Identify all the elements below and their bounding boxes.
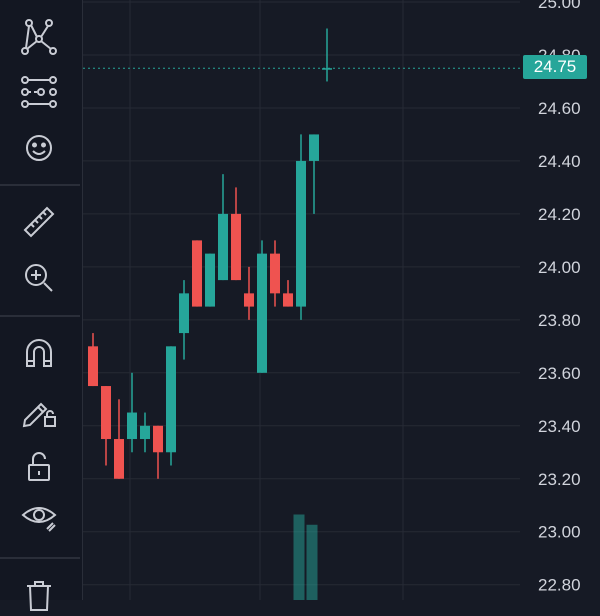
forecast-tool-icon[interactable] (17, 70, 61, 114)
price-tick-label: 25.00 (538, 0, 581, 12)
candle (283, 280, 293, 307)
candle (192, 240, 202, 307)
candle (218, 174, 228, 281)
candle-body (296, 160, 306, 307)
candle (114, 399, 124, 479)
candle-body (218, 213, 228, 281)
candle-body (166, 346, 176, 453)
candle-body (114, 439, 124, 479)
candle-body (101, 386, 111, 440)
drawing-toolbar (0, 0, 83, 611)
candle-body (322, 68, 332, 70)
candle (166, 346, 176, 466)
price-tick-label: 22.80 (538, 576, 581, 595)
candle (322, 28, 332, 82)
candle-body (192, 240, 202, 307)
price-tick-label: 23.00 (538, 523, 581, 542)
candle (140, 412, 150, 453)
volume-bar (293, 514, 305, 600)
candle-body (283, 293, 293, 307)
candle (244, 266, 254, 320)
toolbar-divider (0, 557, 80, 559)
price-tick-label: 24.00 (538, 258, 581, 277)
candle (101, 386, 111, 466)
price-tick-label: 23.80 (538, 311, 581, 330)
current-price-label: 24.75 (523, 55, 587, 79)
candle (231, 187, 241, 281)
lock-icon[interactable] (17, 445, 61, 489)
price-tick-label: 23.40 (538, 417, 581, 436)
trash-icon[interactable] (17, 572, 61, 616)
candle (205, 253, 215, 307)
candle-body (244, 293, 254, 307)
candle-body (153, 425, 163, 453)
candle-body (257, 253, 267, 373)
candle (257, 240, 267, 373)
candle (179, 280, 189, 360)
candle-body (205, 253, 215, 307)
pattern-tool-icon[interactable] (17, 15, 61, 59)
candle-body (140, 425, 150, 440)
magnet-icon[interactable] (17, 332, 61, 376)
volume-bar (306, 524, 318, 600)
zoom-in-icon[interactable] (17, 256, 61, 300)
candle (309, 134, 319, 214)
price-tick-label: 23.20 (538, 470, 581, 489)
toolbar-divider (0, 315, 80, 317)
price-tick-label: 24.20 (538, 205, 581, 224)
toolbar-divider (0, 184, 80, 186)
emoji-icon[interactable] (17, 126, 61, 170)
candle (127, 372, 137, 453)
price-tick-label: 24.40 (538, 152, 581, 171)
candle-body (309, 134, 319, 161)
price-axis: 25.0024.8024.6024.4024.2024.0023.8023.60… (538, 0, 581, 595)
candle (270, 240, 280, 307)
pencil-lock-icon[interactable] (17, 390, 61, 434)
volume-bars (293, 514, 318, 600)
candle-body (270, 253, 280, 294)
eye-icon[interactable] (17, 493, 61, 537)
price-tick-label: 24.60 (538, 99, 581, 118)
candles (88, 28, 332, 479)
candle (296, 134, 306, 320)
candle-body (231, 213, 241, 281)
price-chart[interactable]: 25.0024.8024.6024.4024.2024.0023.8023.60… (83, 0, 600, 600)
candle (153, 425, 163, 479)
price-tick-label: 23.60 (538, 364, 581, 383)
ruler-icon[interactable] (17, 200, 61, 244)
candle-body (179, 293, 189, 334)
candle (88, 333, 98, 387)
candle-body (127, 412, 137, 440)
candle-body (88, 346, 98, 387)
